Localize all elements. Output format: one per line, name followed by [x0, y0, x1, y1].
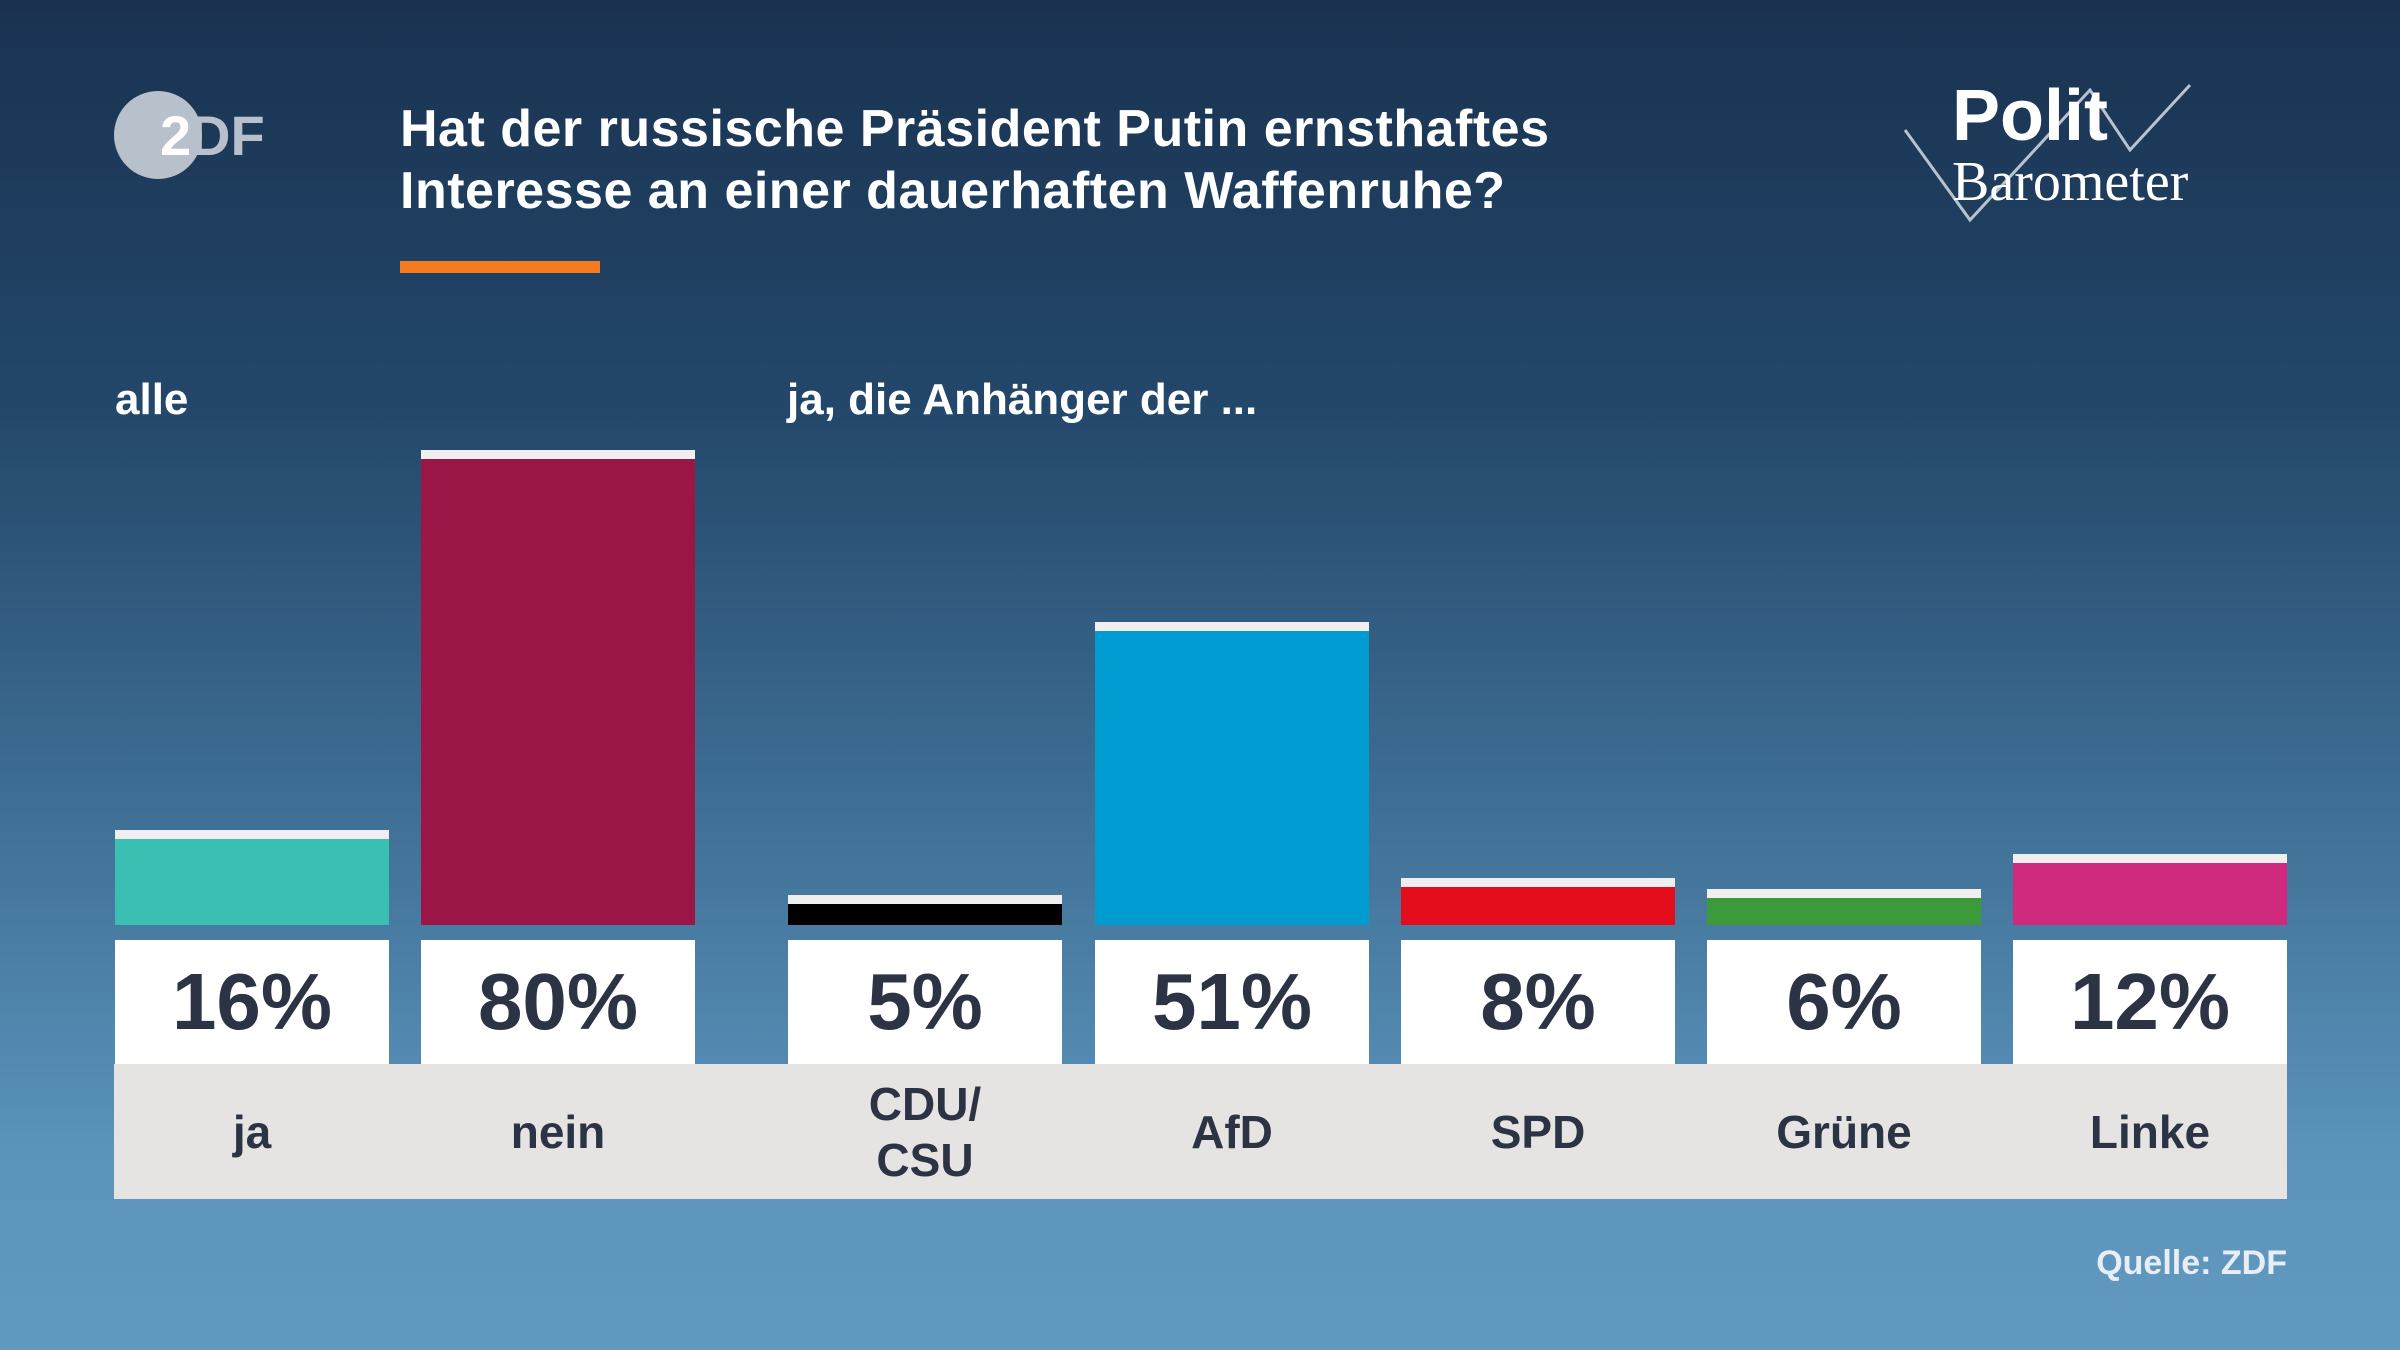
value-label: 8%	[1401, 940, 1675, 1064]
svg-text:2: 2	[160, 104, 191, 167]
value-label: 12%	[2013, 940, 2287, 1064]
category-label-band	[114, 1064, 2287, 1199]
title-line-2: Interesse an einer dauerhaften Waffenruh…	[400, 162, 1506, 220]
zdf-logo: 2 DF	[114, 91, 265, 179]
value-label: 6%	[1707, 940, 1981, 1064]
value-label: 16%	[115, 940, 389, 1064]
bar-cap	[421, 450, 695, 459]
chart-title: Hat der russische Präsident Putin ernsth…	[400, 98, 1550, 222]
bar-6	[2013, 853, 2287, 925]
bar-cap	[1707, 889, 1981, 899]
category-label: CDU/ CSU	[868, 1077, 982, 1186]
bar-cap	[115, 830, 389, 839]
svg-text:DF: DF	[190, 104, 265, 167]
category-label: Grüne	[1776, 1105, 1912, 1158]
group-label-supporters: ja, die Anhänger der ...	[787, 375, 1258, 424]
value-label: 80%	[421, 940, 695, 1064]
bar-2	[788, 895, 1062, 925]
category-label: Linke	[2089, 1105, 2211, 1158]
bar-3	[1095, 622, 1369, 925]
bar-cap	[1095, 622, 1369, 632]
title-accent-bar	[400, 261, 600, 273]
bar-5	[1707, 889, 1981, 925]
source-note: Quelle: ZDF	[2096, 1244, 2287, 1282]
category-label: SPD	[1490, 1105, 1586, 1158]
category-label: nein	[510, 1105, 606, 1158]
value-label: 5%	[788, 940, 1062, 1064]
bar-4	[1401, 877, 1675, 925]
bar-cap	[2013, 853, 2287, 863]
bar-1	[421, 450, 695, 925]
bar-cap	[1401, 877, 1675, 887]
politbarometer-logo: Polit Barometer	[1903, 76, 2192, 223]
group-label-all: alle	[115, 375, 189, 424]
polit-text: Polit	[1952, 76, 2108, 156]
bar-cap	[788, 895, 1062, 905]
bar-0	[115, 830, 389, 925]
title-line-1: Hat der russische Präsident Putin ernsth…	[400, 100, 1550, 158]
value-label: 51%	[1095, 940, 1369, 1064]
category-label: AfD	[1191, 1105, 1273, 1158]
barometer-text: Barometer	[1952, 151, 2189, 213]
category-label: ja	[232, 1105, 272, 1158]
